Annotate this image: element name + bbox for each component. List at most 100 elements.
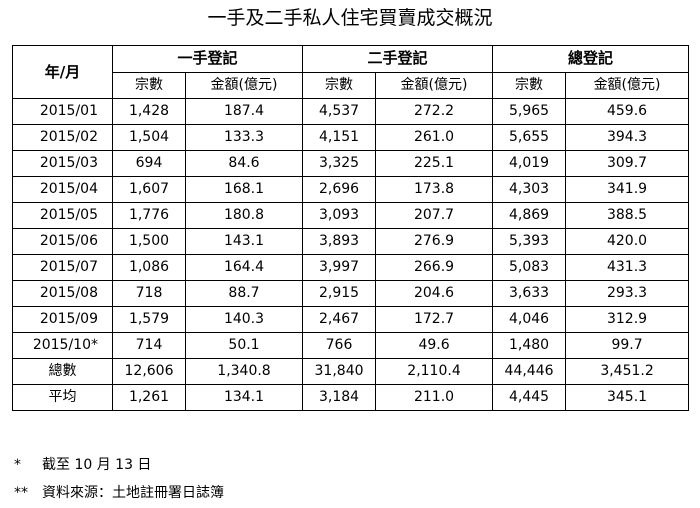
summary-row: 平均 1,261 134.1 3,184 211.0 4,445 345.1	[12, 384, 690, 411]
table-row: 2015/09 1,579 140.3 2,467 172.7 4,046 312.9	[12, 306, 690, 333]
row-label: 2015/05	[12, 202, 113, 229]
table-cell: 12,606	[112, 358, 186, 385]
table-row: 2015/07 1,086 164.4 3,997 266.9 5,083 431.3	[12, 254, 690, 281]
table-cell: 718	[112, 280, 186, 307]
table-cell: 3,093	[302, 202, 377, 229]
table-row: 2015/05 1,776 180.8 3,093 207.7 4,869 388.5	[12, 202, 690, 229]
table-cell: 187.4	[184, 98, 304, 125]
year-month-header: 年/月	[12, 45, 113, 99]
table-cell: 164.4	[184, 254, 304, 281]
table-cell: 2,467	[302, 306, 377, 333]
table-cell: 293.3	[565, 280, 690, 307]
row-label: 2015/01	[12, 98, 113, 125]
table-cell: 1,480	[492, 332, 567, 359]
col-header-amount: 金額(億元)	[184, 71, 304, 99]
table-body: 2015/01 1,428 187.4 4,537 272.2 5,965 459.6 201…	[12, 98, 690, 411]
table-cell: 143.1	[184, 228, 304, 255]
table-cell: 388.5	[565, 202, 690, 229]
table-cell: 4,303	[492, 176, 567, 203]
table-cell: 309.7	[565, 150, 690, 177]
footnote-mark: **	[14, 485, 28, 501]
table-cell: 420.0	[565, 228, 690, 255]
table-row: 2015/04 1,607 168.1 2,696 173.8 4,303 341.9	[12, 176, 690, 203]
table-cell: 276.9	[375, 228, 494, 255]
table-cell: 4,445	[492, 384, 567, 411]
table-cell: 204.6	[375, 280, 494, 307]
footnote-text: 資料來源：土地註冊署日誌簿	[42, 485, 224, 501]
row-label: 2015/09	[12, 306, 113, 333]
table-cell: 312.9	[565, 306, 690, 333]
table-row: 2015/10* 714 50.1 766 49.6 1,480 99.7	[12, 332, 690, 359]
table-cell: 140.3	[184, 306, 304, 333]
col-header-amount: 金額(億元)	[375, 71, 494, 99]
table-cell: 1,428	[112, 98, 186, 125]
table-row: 2015/01 1,428 187.4 4,537 272.2 5,965 459.6	[12, 98, 690, 125]
table-cell: 133.3	[184, 124, 304, 151]
table-cell: 50.1	[184, 332, 304, 359]
table-cell: 261.0	[375, 124, 494, 151]
table-cell: 1,579	[112, 306, 186, 333]
table-cell: 4,537	[302, 98, 377, 125]
row-label: 2015/04	[12, 176, 113, 203]
table-cell: 31,840	[302, 358, 377, 385]
table-cell: 180.8	[184, 202, 304, 229]
table-cell: 266.9	[375, 254, 494, 281]
col-header-count: 宗數	[492, 71, 567, 99]
table-cell: 3,893	[302, 228, 377, 255]
table-cell: 714	[112, 332, 186, 359]
table-cell: 694	[112, 150, 186, 177]
page-title: 一手及二手私人住宅買賣成交概況	[207, 7, 493, 29]
table-cell: 431.3	[565, 254, 690, 281]
table-cell: 134.1	[184, 384, 304, 411]
table-cell: 1,504	[112, 124, 186, 151]
table-cell: 1,500	[112, 228, 186, 255]
transactions-table: 年/月 一手登記 二手登記 總登記 宗數 金額(億元) 宗數 金額(億元) 宗數…	[12, 45, 690, 411]
table-cell: 5,083	[492, 254, 567, 281]
row-label: 總數	[12, 358, 113, 385]
row-label: 2015/02	[12, 124, 113, 151]
table-cell: 88.7	[184, 280, 304, 307]
table-cell: 211.0	[375, 384, 494, 411]
table-cell: 5,655	[492, 124, 567, 151]
table-cell: 3,451.2	[565, 358, 690, 385]
col-header-count: 宗數	[302, 71, 377, 99]
table-cell: 5,965	[492, 98, 567, 125]
table-cell: 272.2	[375, 98, 494, 125]
table-row: 2015/03 694 84.6 3,325 225.1 4,019 309.7	[12, 150, 690, 177]
row-label: 平均	[12, 384, 113, 411]
table-cell: 2,110.4	[375, 358, 494, 385]
table-cell: 1,607	[112, 176, 186, 203]
table-cell: 168.1	[184, 176, 304, 203]
col-header-amount: 金額(億元)	[565, 71, 690, 99]
footnote-source: ** 資料來源：土地註冊署日誌簿	[14, 479, 224, 507]
total-group-header: 總登記	[492, 45, 690, 73]
table-cell: 3,184	[302, 384, 377, 411]
table-cell: 225.1	[375, 150, 494, 177]
table-cell: 394.3	[565, 124, 690, 151]
second-hand-group-header: 二手登記	[302, 45, 494, 73]
table-row: 2015/06 1,500 143.1 3,893 276.9 5,393 420.0	[12, 228, 690, 255]
footnote-cutoff: * 截至 10 月 13 日	[14, 451, 224, 479]
row-label: 2015/06	[12, 228, 113, 255]
table-cell: 345.1	[565, 384, 690, 411]
col-header-count: 宗數	[112, 71, 186, 99]
table-cell: 341.9	[565, 176, 690, 203]
row-label: 2015/07	[12, 254, 113, 281]
table-cell: 1,086	[112, 254, 186, 281]
table-cell: 4,019	[492, 150, 567, 177]
table-row: 2015/02 1,504 133.3 4,151 261.0 5,655 394.3	[12, 124, 690, 151]
row-label: 2015/03	[12, 150, 113, 177]
table-cell: 4,046	[492, 306, 567, 333]
row-label: 2015/10*	[12, 332, 113, 359]
row-label: 2015/08	[12, 280, 113, 307]
table-cell: 4,869	[492, 202, 567, 229]
footnote-mark: *	[14, 457, 21, 473]
table-cell: 49.6	[375, 332, 494, 359]
table-cell: 173.8	[375, 176, 494, 203]
table-cell: 3,325	[302, 150, 377, 177]
table-cell: 766	[302, 332, 377, 359]
table-cell: 1,776	[112, 202, 186, 229]
table-cell: 207.7	[375, 202, 494, 229]
table-cell: 5,393	[492, 228, 567, 255]
footnote-text: 截至 10 月 13 日	[42, 457, 152, 473]
